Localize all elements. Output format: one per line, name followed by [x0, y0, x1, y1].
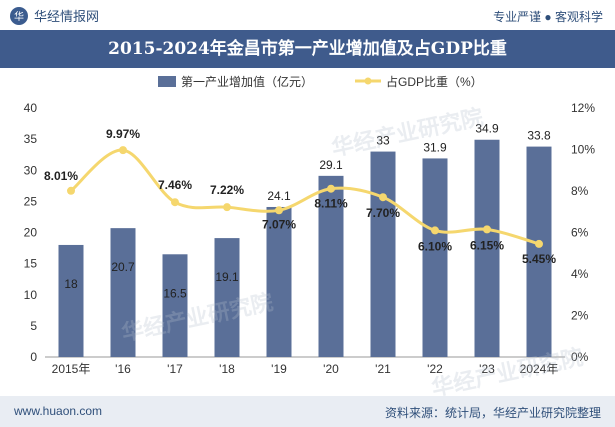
ratio-point: [483, 225, 491, 234]
bar-value-label: 19.1: [215, 270, 239, 284]
y-right-tick-label: 4%: [571, 267, 589, 281]
y-left-tick-label: 5: [30, 319, 37, 333]
bar-value-label: 29.1: [319, 158, 343, 172]
bar-value-label: 20.7: [111, 260, 135, 274]
y-left-tick-label: 15: [24, 257, 38, 271]
bar-value-label: 16.5: [163, 286, 187, 300]
chart: 第一产业增加值（亿元） 占GDP比重（%） 0 5 10 15 20 25 30 35 40 0% 2…: [24, 74, 596, 376]
chart-title: 2015-2024年金昌市第一产业增加值及占GDP比重: [108, 39, 507, 59]
legend-bar-label: 第一产业增加值（亿元）: [181, 74, 313, 89]
ratio-point: [223, 203, 231, 212]
ratio-value-label: 6.10%: [418, 239, 452, 253]
y-right-tick-label: 12%: [571, 101, 595, 115]
top-bar: 华 华经情报网 专业严谨 ● 客观科学: [0, 0, 615, 30]
ratio-point: [327, 184, 335, 193]
bar: [58, 244, 84, 357]
title-bar: 2015-2024年金昌市第一产业增加值及占GDP比重: [0, 30, 615, 68]
y-left-tick-label: 35: [24, 132, 38, 146]
brand-logo-icon: 华: [10, 6, 28, 25]
x-tick-label: '16: [115, 362, 131, 376]
ratio-point: [119, 146, 127, 155]
bar-value-label: 31.9: [423, 140, 447, 154]
ratio-point: [535, 239, 543, 248]
bar-value-label: 33.8: [527, 129, 551, 143]
y-left-tick-label: 20: [24, 226, 38, 240]
bar: [110, 228, 136, 357]
bar-value-label: 18: [64, 277, 78, 291]
y-left-tick-label: 40: [24, 101, 38, 115]
bar: [526, 146, 552, 357]
footer-source: 资料来源：统计局，华经产业研究院整理: [384, 406, 601, 420]
ratio-line-path: [70, 148, 540, 246]
x-tick-label: '22: [427, 362, 443, 376]
x-tick-label: 2015年: [52, 362, 91, 376]
ratio-point: [379, 193, 387, 202]
data-labels: 18 20.7 16.5 19.1 24.1 29.1 33 31.9 34.9 33.8 8.01…: [44, 122, 556, 301]
ratio-value-label: 8.11%: [314, 197, 348, 211]
legend-bar-swatch: [158, 76, 176, 87]
ratio-point: [275, 206, 283, 215]
y-left-tick-label: 10: [24, 288, 38, 302]
y-right-tick-label: 10%: [571, 143, 595, 157]
bar: [214, 238, 240, 357]
ratio-value-label: 7.70%: [366, 206, 400, 220]
legend-line-marker: [364, 77, 372, 85]
bar-value-label: 24.1: [267, 189, 291, 203]
bar: [370, 151, 396, 357]
x-tick-label: '23: [479, 362, 495, 376]
footer: www.huaon.com 资料来源：统计局，华经产业研究院整理: [0, 396, 615, 427]
ratio-value-label: 7.46%: [158, 178, 192, 192]
x-tick-label: '17: [167, 362, 183, 376]
brand-name: 华经情报网: [34, 9, 100, 24]
y-left-tick-label: 30: [24, 163, 38, 177]
ratio-point: [431, 226, 439, 235]
y-left-tick-label: 25: [24, 194, 38, 208]
x-tick-label: '19: [271, 362, 287, 376]
x-tick-label: 2024年: [520, 362, 559, 376]
y-right-tick-label: 6%: [571, 226, 589, 240]
axes: 0 5 10 15 20 25 30 35 40 0% 2% 4% 6% 8% 10% 12% 2015年 '16…: [24, 101, 596, 376]
bar-value-label: 34.9: [475, 122, 499, 136]
x-tick-label: '20: [323, 362, 339, 376]
ratio-value-label: 6.15%: [470, 238, 504, 252]
brand: 华 华经情报网: [10, 6, 99, 25]
legend: 第一产业增加值（亿元） 占GDP比重（%）: [158, 74, 483, 89]
y-right-tick-label: 2%: [571, 309, 589, 323]
ratio-value-label: 7.07%: [262, 217, 296, 231]
tagline: 专业严谨 ● 客观科学: [493, 10, 603, 24]
x-tick-label: '18: [219, 362, 235, 376]
bar: [318, 175, 344, 357]
bar-value-label: 33: [376, 134, 390, 148]
legend-line-label: 占GDP比重（%）: [386, 74, 483, 89]
ratio-value-label: 7.22%: [210, 183, 244, 197]
ratio-point: [67, 186, 75, 195]
ratio-point: [171, 198, 179, 207]
bars: [58, 139, 552, 357]
x-tick-label: '21: [375, 362, 391, 376]
bar: [162, 254, 188, 357]
bar: [266, 206, 292, 357]
ratio-value-label: 8.01%: [44, 169, 78, 183]
ratio-value-label: 5.45%: [522, 252, 556, 266]
y-right-tick-label: 8%: [571, 184, 589, 198]
y-left-tick-label: 0: [30, 350, 37, 364]
bar: [422, 158, 448, 357]
ratio-value-label: 9.97%: [106, 127, 140, 141]
bar: [474, 139, 500, 357]
y-right-tick-label: 0%: [571, 350, 589, 364]
ratio-line: [67, 146, 543, 248]
footer-url[interactable]: www.huaon.com: [14, 404, 103, 418]
